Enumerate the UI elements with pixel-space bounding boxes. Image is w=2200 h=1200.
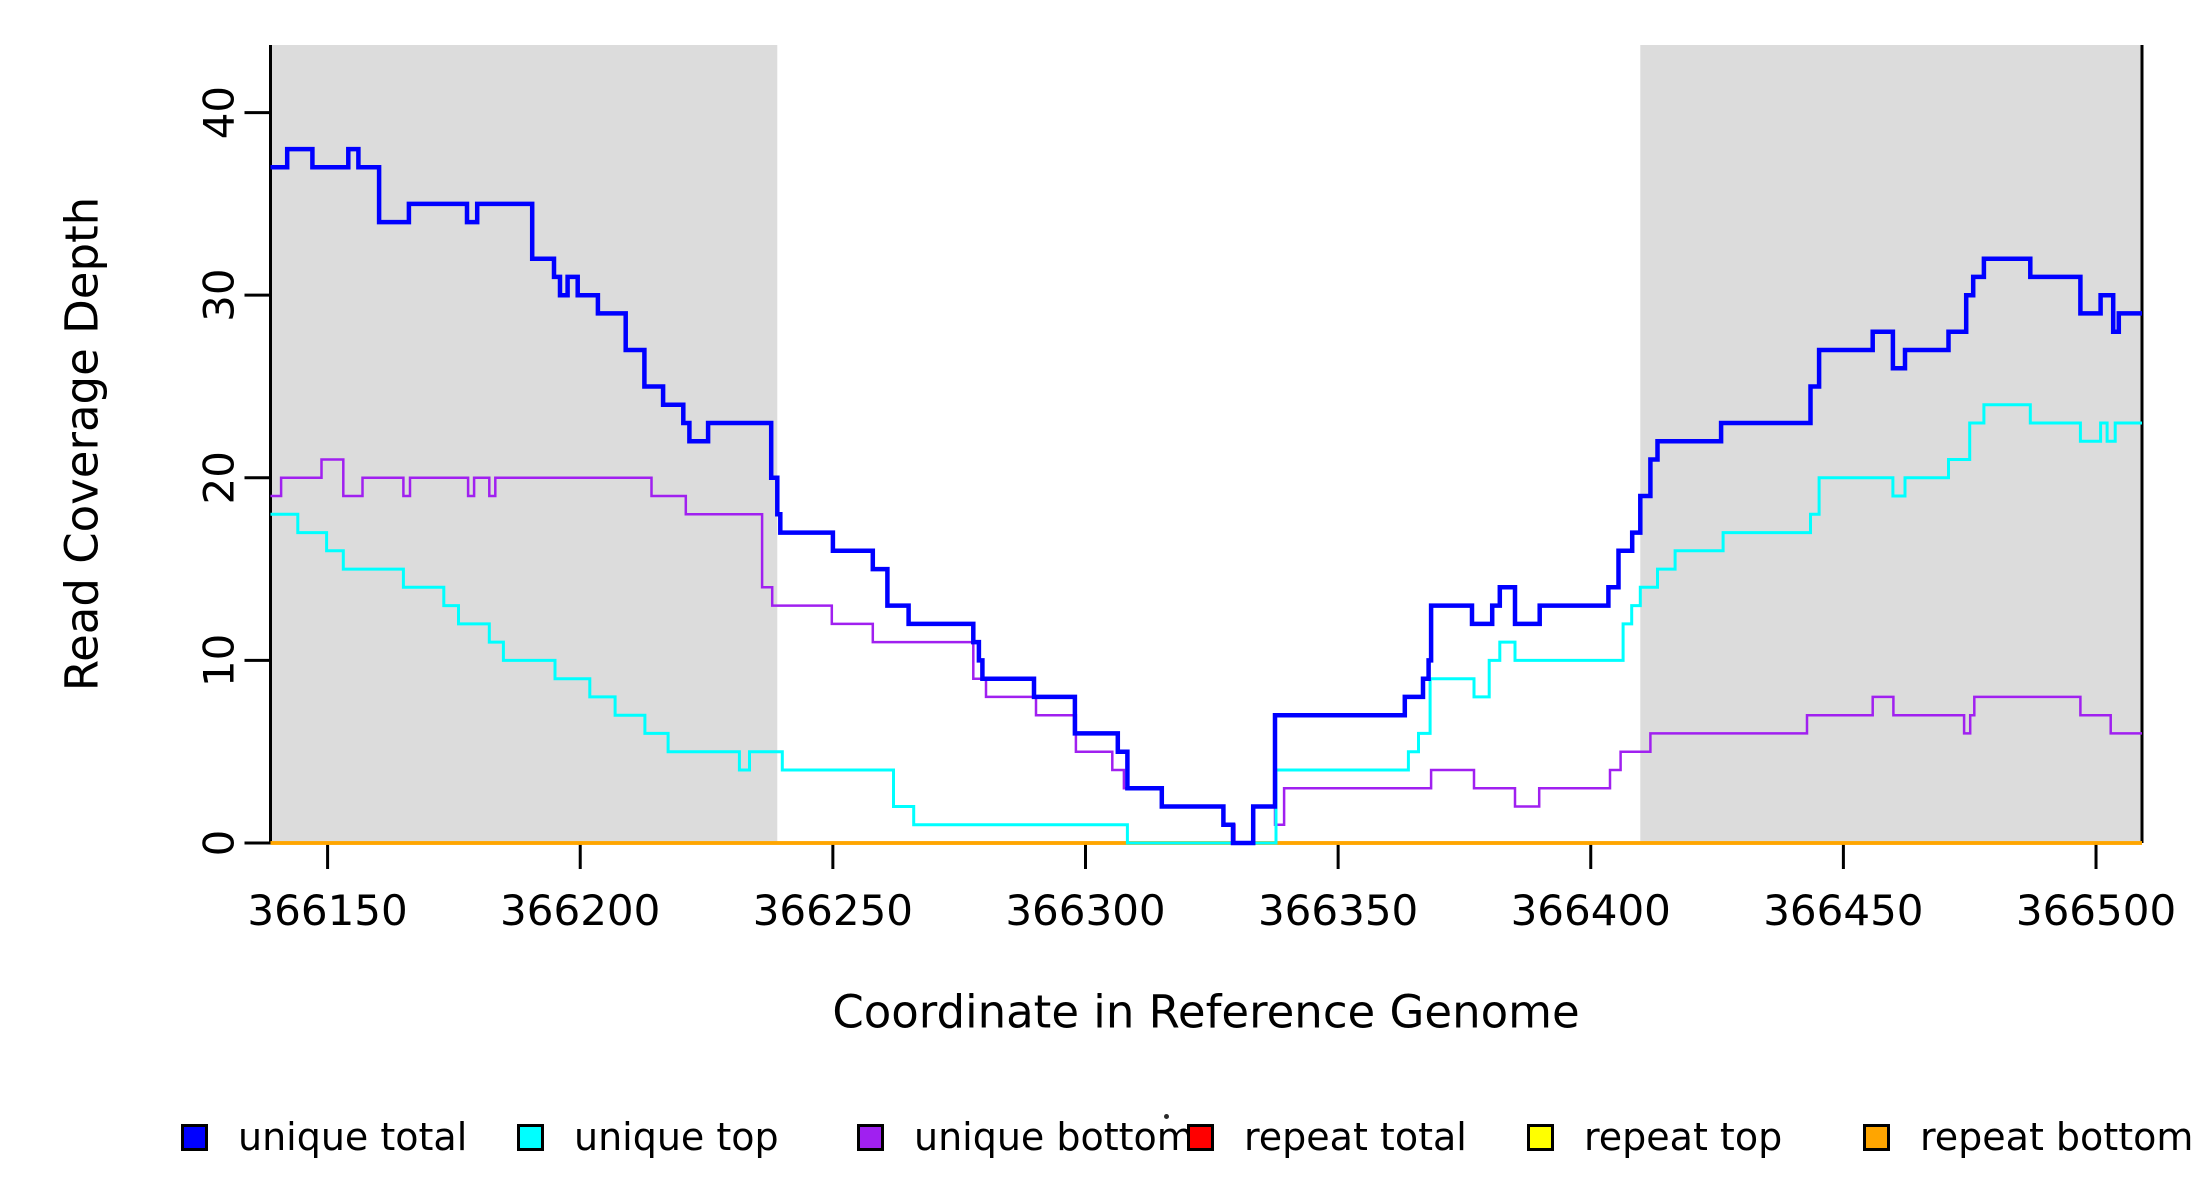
y-axis-label: Read Coverage Depth [55, 196, 109, 692]
y-tick-label: 30 [195, 268, 244, 321]
x-tick-label: 366500 [2016, 886, 2176, 935]
x-tick-label: 366350 [1258, 886, 1418, 935]
y-tick-label: 40 [195, 86, 244, 139]
shaded-repeat-region [1640, 45, 2142, 843]
x-axis-label: Coordinate in Reference Genome [832, 985, 1580, 1039]
series-line-unique-bottom [270, 458, 2142, 845]
x-tick-label: 366450 [1763, 886, 1923, 935]
x-tick-label: 366250 [753, 886, 913, 935]
x-tick-label: 366200 [500, 886, 660, 935]
y-tick-label: 20 [195, 451, 244, 504]
shaded-repeat-region [270, 45, 778, 843]
x-tick-label: 366400 [1511, 886, 1671, 935]
y-tick-label: 0 [195, 830, 244, 857]
y-tick-label: 10 [195, 634, 244, 687]
x-tick-label: 366150 [247, 886, 407, 935]
x-tick-label: 366300 [1005, 886, 1165, 935]
series-line-unique-total [270, 146, 2142, 846]
series-line-unique-top [270, 403, 2142, 845]
